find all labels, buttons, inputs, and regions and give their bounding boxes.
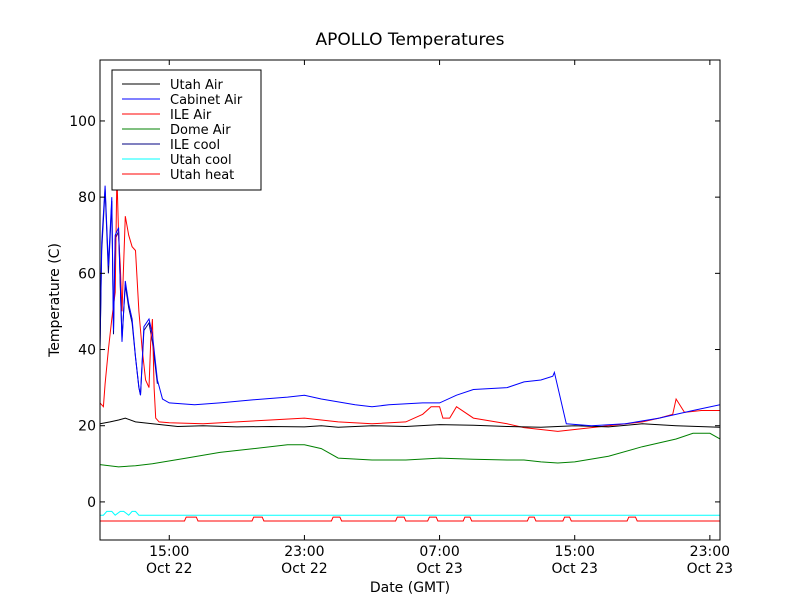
series-layer — [100, 174, 720, 522]
x-tick-time-2: 07:00 — [419, 544, 459, 560]
y-tick-label-1: 20 — [78, 419, 96, 435]
legend-frame — [111, 69, 262, 191]
series-line-ile-air — [100, 174, 720, 432]
legend-label-5: Utah cool — [170, 153, 232, 168]
legend-label-1: Cabinet Air — [170, 93, 243, 108]
y-tick-label-2: 40 — [78, 343, 96, 359]
x-tick-date-0: Oct 22 — [146, 561, 192, 577]
legend-label-4: ILE cool — [170, 138, 220, 153]
y-tick-label-5: 100 — [69, 114, 96, 130]
x-tick-time-0: 15:00 — [149, 544, 189, 560]
legend-label-6: Utah heat — [170, 168, 234, 183]
x-tick-time-3: 15:00 — [555, 544, 595, 560]
chart-title: APOLLO Temperatures — [316, 30, 505, 50]
x-axis-label: Date (GMT) — [370, 580, 450, 596]
x-tick-date-2: Oct 23 — [416, 561, 462, 577]
x-tick-time-1: 23:00 — [284, 544, 324, 560]
series-line-utah-air — [100, 417, 720, 428]
x-tick-date-1: Oct 22 — [281, 561, 327, 577]
y-tick-label-3: 60 — [78, 266, 96, 282]
y-tick-label-4: 80 — [78, 190, 96, 206]
legend-label-3: Dome Air — [170, 123, 231, 138]
y-tick-label-0: 0 — [87, 495, 96, 511]
series-line-utah-heat — [100, 516, 720, 522]
y-axis-label: Temperature (C) — [47, 243, 63, 358]
x-tick-time-4: 23:00 — [690, 544, 730, 560]
x-tick-date-4: Oct 23 — [687, 561, 733, 577]
series-line-dome-air — [100, 432, 720, 468]
plot-area-frame — [99, 59, 721, 541]
series-line-cabinet-air — [100, 185, 720, 427]
legend-label-2: ILE Air — [170, 108, 212, 123]
x-tick-date-3: Oct 23 — [551, 561, 597, 577]
series-line-utah-cool — [100, 510, 720, 516]
legend-label-0: Utah Air — [170, 78, 223, 93]
